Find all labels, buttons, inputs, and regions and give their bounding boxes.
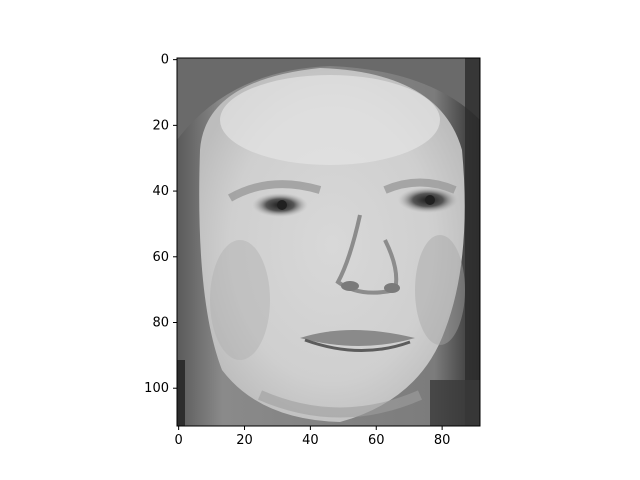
x-tick-label: 40: [302, 433, 319, 448]
y-axis: 0 20 40 60 80 100: [144, 53, 177, 396]
y-tick-label: 60: [152, 250, 169, 265]
y-tick-label: 0: [161, 53, 169, 68]
axes-frame: [176, 57, 481, 427]
y-tick-label: 20: [152, 118, 169, 133]
y-tick-label: 80: [152, 316, 169, 331]
x-tick-label: 80: [434, 433, 451, 448]
y-tick-label: 40: [152, 184, 169, 199]
x-tick-label: 60: [368, 433, 385, 448]
y-tick-label: 100: [144, 381, 169, 396]
face-image: [177, 58, 480, 426]
x-tick-label: 20: [236, 433, 253, 448]
x-tick-label: 0: [175, 433, 183, 448]
x-axis: 0 20 40 60 80: [175, 426, 451, 448]
